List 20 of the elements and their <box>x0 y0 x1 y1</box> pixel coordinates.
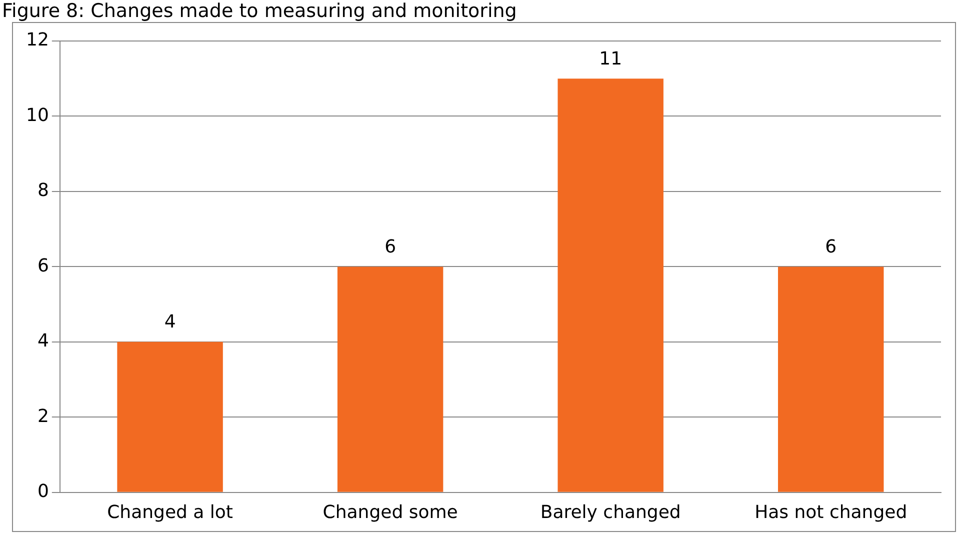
data-label: 11 <box>599 48 622 70</box>
bar <box>337 266 444 492</box>
data-label: 6 <box>825 236 837 258</box>
x-tick-label: Barely changed <box>540 502 681 523</box>
x-tick-label: Changed a lot <box>107 502 233 523</box>
x-tick-label: Changed some <box>322 502 458 523</box>
bar <box>117 342 223 492</box>
data-label: 6 <box>384 236 396 258</box>
y-tick-label: 8 <box>37 180 49 202</box>
chart-title: Figure 8: Changes made to measuring and monitoring <box>2 0 517 22</box>
y-tick-label: 12 <box>26 30 49 51</box>
y-tick-label: 0 <box>37 481 49 502</box>
y-tick-label: 6 <box>37 255 49 276</box>
y-tick-label: 4 <box>37 330 49 352</box>
bar <box>558 78 664 492</box>
y-tick-label: 10 <box>26 104 49 126</box>
y-tick-label: 2 <box>37 406 49 427</box>
bar <box>778 266 884 492</box>
x-tick-label: Has not changed <box>754 502 908 523</box>
data-label: 4 <box>164 312 176 333</box>
